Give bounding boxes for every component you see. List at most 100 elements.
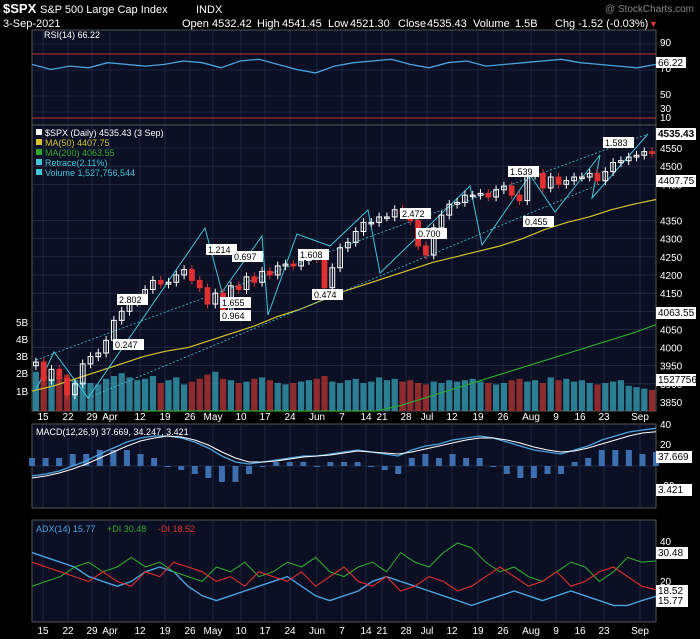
volume-tick-label: 5B: [16, 318, 29, 329]
candle-body: [321, 258, 328, 289]
volume-bar: [633, 387, 640, 411]
macd-histogram-bar: [598, 450, 605, 466]
volume-bar: [142, 378, 149, 411]
x-axis-label: 7: [339, 626, 345, 637]
volume-bar: [149, 376, 156, 411]
volume-bar: [251, 378, 258, 411]
price-legend-entry: MA(50) 4407.75: [45, 138, 110, 148]
macd-tag-label: 37.669: [658, 452, 689, 463]
macd-histogram-bar: [503, 466, 510, 474]
macd-histogram-bar: [83, 454, 90, 466]
x-axis-label: 21: [376, 412, 388, 423]
adx-tag-label: 18.52: [658, 586, 683, 597]
adx-tag-box: [656, 595, 688, 607]
retrace-label-box: [298, 249, 329, 260]
volume-bar: [399, 381, 406, 411]
volume-bar: [532, 380, 539, 411]
adx-tag-label: 15.77: [658, 596, 683, 607]
volume-bar: [376, 377, 383, 411]
volume-value: 1.5B: [515, 18, 538, 30]
volume-bar: [508, 380, 515, 411]
candle-body: [48, 368, 55, 381]
macd-histogram-bar: [625, 450, 632, 466]
candle-body: [633, 154, 640, 158]
macd-histogram-bar: [151, 458, 158, 466]
candle-body: [329, 267, 336, 289]
price-tag-box: [656, 175, 696, 187]
x-axis-label: Jul: [421, 626, 434, 637]
price-tag-label: 4407.75: [658, 176, 695, 187]
macd-histogram-bar: [110, 450, 117, 466]
volume-bar: [594, 384, 601, 411]
volume-bar: [415, 383, 422, 411]
price-tick-label: 3950: [660, 362, 683, 373]
volume-bar: [157, 383, 164, 411]
x-axis-label: 14: [360, 626, 372, 637]
macd-histogram-bar: [517, 466, 524, 478]
price-legend-entry: $SPX (Daily) 4535.43 (3 Sep): [45, 128, 164, 138]
candle-body: [251, 276, 258, 283]
price-legend-entry: Retrace(2.11%): [45, 158, 107, 168]
candle-body: [454, 201, 461, 205]
legend-swatch: [36, 169, 42, 175]
candle-body: [493, 189, 500, 198]
volume-bar: [48, 378, 55, 411]
x-axis-label: Apr: [102, 412, 118, 423]
x-axis-label: 19: [159, 412, 171, 423]
volume-bar: [610, 381, 617, 411]
candle-body: [118, 310, 125, 321]
candle-body: [368, 221, 375, 225]
retrace-label: 2.802: [119, 295, 142, 305]
price-tag-label: 4063.55: [658, 308, 695, 319]
candle-body: [282, 263, 289, 267]
volume-bar: [344, 380, 351, 411]
candle-body: [376, 216, 383, 223]
macd-histogram-bar: [435, 458, 442, 466]
legend-swatch: [36, 129, 42, 135]
x-axis-label: Sep: [631, 626, 649, 637]
volume-bar: [235, 383, 242, 411]
x-axis-label: 10: [235, 412, 247, 423]
date-label: 3-Sep-2021: [3, 18, 61, 30]
volume-bar: [617, 380, 624, 411]
macd-histogram-bar: [218, 466, 225, 482]
macd-histogram-bar: [422, 454, 429, 466]
candle-body: [462, 194, 468, 203]
minus-di-line: [31, 561, 657, 592]
macd-histogram-bar: [232, 466, 239, 482]
candle-body: [485, 192, 492, 198]
rsi-panel: [31, 29, 657, 126]
x-axis-label: Jul: [421, 412, 434, 423]
macd-histogram-bar: [137, 454, 144, 466]
volume-bar: [493, 384, 500, 411]
x-axis-label: Jun: [309, 626, 325, 637]
x-axis-label: 22: [62, 412, 74, 423]
exchange-label: INDX: [196, 4, 223, 16]
volume-bar: [95, 384, 102, 411]
volume-bar: [469, 378, 476, 411]
volume-bar: [391, 378, 398, 411]
candle-body: [508, 185, 515, 196]
adx-axis: 40 20: [660, 537, 672, 588]
macd-tag-box: [656, 451, 692, 463]
candle-body: [181, 269, 187, 276]
x-axis-label: Jun: [309, 412, 325, 423]
x-axis-label: Aug: [522, 412, 540, 423]
x-axis-label: 17: [259, 626, 271, 637]
x-axis-main: 15 22 29 Apr 12 19 26 May 10 17 24 Jun 7 14 21 28 Jul 12 1…: [37, 412, 649, 423]
volume-bar: [524, 381, 531, 411]
open-label: Open: [182, 18, 209, 30]
x-axis-label: 28: [400, 412, 412, 423]
retrace-label: 1.539: [510, 167, 533, 177]
retrace-label-box: [312, 289, 343, 300]
candle-body: [516, 194, 523, 202]
macd-histogram-bar: [490, 466, 497, 467]
volume-axis: 5B 4B 3B 2B 1B: [16, 318, 29, 398]
volume-bar: [274, 383, 281, 411]
volume-bar: [212, 371, 219, 411]
candle-body: [547, 176, 554, 189]
x-axis-label: 15: [37, 412, 49, 423]
legend-swatch: [36, 159, 42, 165]
